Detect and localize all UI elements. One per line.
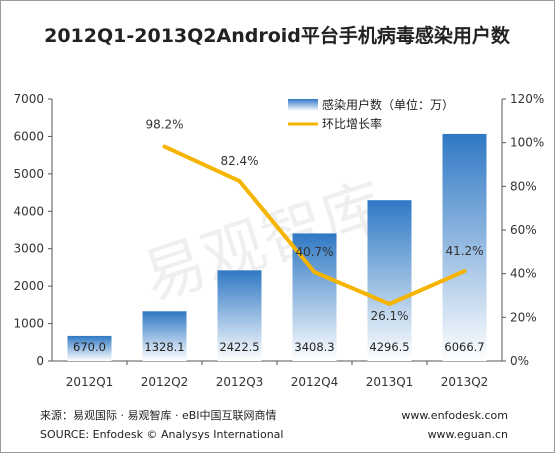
x-tick-labels: 2012Q1 2012Q2 2012Q3 2012Q4 2013Q1 2013Q2 (66, 375, 489, 389)
footer-url-eguan: www.eguan.cn (428, 428, 508, 441)
footer: 来源：易观国际 · 易观智库 · eBI中国互联网商情 SOURCE: Enfo… (40, 408, 508, 441)
y-left-tick-label: 1000 (13, 317, 44, 331)
axes: 0 1000 2000 3000 4000 5000 6000 7000 0% 20% 40% 60%… (13, 92, 544, 368)
y-left-tick-label: 4000 (13, 204, 44, 218)
footer-source-en: SOURCE: Enfodesk © Analysys Internationa… (40, 428, 283, 441)
x-tick-label: 2012Q1 (66, 375, 114, 389)
line-series (162, 144, 467, 307)
x-tick-label: 2012Q2 (141, 375, 189, 389)
bar (142, 311, 187, 361)
y-left-tick-label: 6000 (13, 129, 44, 143)
y-right-tick-label: 20% (510, 310, 537, 324)
chart-title: 2012Q1-2013Q2Android平台手机病毒感染用户数 (44, 24, 511, 47)
y-right-tick-label: 120% (510, 92, 544, 106)
growth-rate-label: 40.7% (295, 245, 333, 259)
x-tick-label: 2013Q1 (366, 375, 414, 389)
bar-value-label: 3408.3 (294, 340, 334, 354)
legend: 感染用户数（单位：万） 环比增长率 (288, 97, 454, 131)
x-tick-label: 2012Q3 (216, 375, 264, 389)
bar-value-label: 6066.7 (444, 340, 484, 354)
growth-rate-point (388, 302, 391, 306)
x-tick-label: 2013Q2 (441, 375, 489, 389)
y-left-tick-label: 0 (36, 354, 44, 368)
y-left-tick-label: 5000 (13, 167, 44, 181)
growth-rate-point (463, 269, 466, 273)
bar-value-label: 670.0 (73, 340, 106, 354)
bar-value-label: 4296.5 (369, 340, 409, 354)
y-left-tick-label: 7000 (13, 92, 44, 106)
y-right-tick-label: 100% (510, 136, 544, 150)
legend-bar-label: 感染用户数（单位：万） (322, 97, 454, 112)
footer-source-cn: 来源：易观国际 · 易观智库 · eBI中国互联网商情 (40, 408, 277, 422)
growth-rate-label: 82.4% (220, 154, 258, 168)
y-right-tick-label: 80% (510, 179, 537, 193)
y-right-tick-label: 40% (510, 267, 537, 281)
legend-line-label: 环比增长率 (322, 116, 382, 131)
line-labels: 98.2% 82.4% 40.7% 26.1% 41.2% (145, 118, 483, 323)
growth-rate-point (163, 145, 166, 149)
y-right-tick-label: 60% (510, 223, 537, 237)
y-right-tick-label: 0% (510, 354, 529, 368)
bar (367, 200, 412, 361)
growth-rate-label: 98.2% (145, 118, 183, 132)
growth-rate-point (313, 270, 316, 274)
growth-rate-label: 41.2% (445, 244, 483, 258)
bar (217, 270, 262, 361)
bar (442, 133, 487, 361)
y-left-tick-label: 3000 (13, 242, 44, 256)
watermark: 易观智库 (134, 169, 392, 315)
x-tick-label: 2012Q4 (291, 375, 339, 389)
y-left-tick-label: 2000 (13, 279, 44, 293)
growth-rate-point (238, 179, 241, 183)
footer-url-enfodesk: www.enfodesk.com (401, 409, 508, 422)
bar-labels: 670.0 1328.1 2422.5 3408.3 4296.5 6066.7 (73, 340, 485, 354)
bar (67, 335, 112, 361)
growth-rate-label: 26.1% (370, 309, 408, 323)
legend-bar-swatch (288, 99, 318, 111)
bar-value-label: 2422.5 (219, 340, 259, 354)
bar-value-label: 1328.1 (144, 340, 184, 354)
